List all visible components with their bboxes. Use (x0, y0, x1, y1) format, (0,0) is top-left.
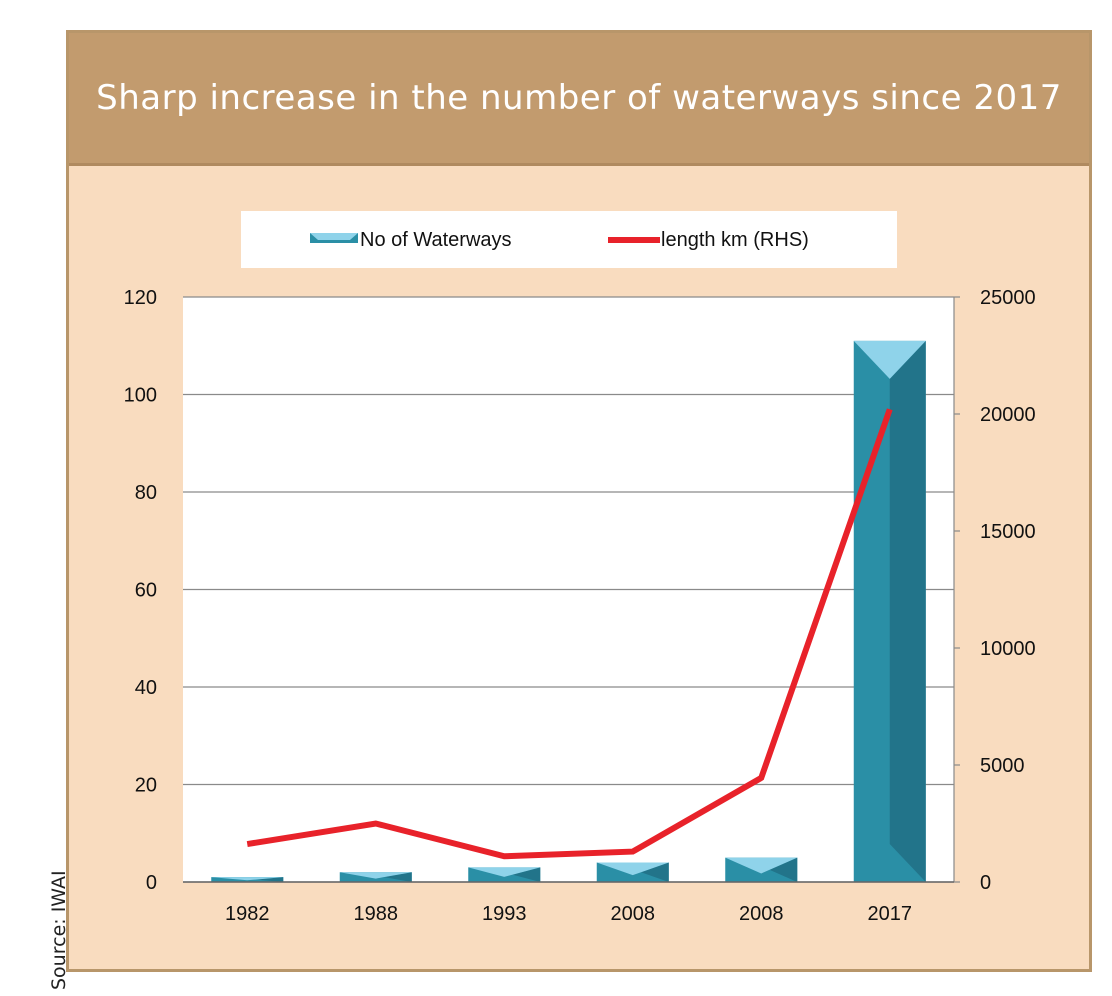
chart-title: Sharp increase in the number of waterway… (96, 78, 1062, 118)
y-right-tick-label: 25000 (980, 287, 1036, 309)
bar (339, 872, 412, 882)
y-right-tick-label: 20000 (980, 404, 1036, 426)
bar-top-face (211, 877, 284, 881)
y-left-tick-label: 100 (124, 385, 157, 407)
legend-item-bars: No of Waterways (310, 229, 512, 251)
y-right-tick-label: 15000 (980, 521, 1036, 543)
bar-side-face (761, 857, 798, 882)
x-tick-label: 1988 (354, 903, 399, 925)
bar-side-face (889, 340, 926, 882)
chart-header: Sharp increase in the number of waterway… (69, 33, 1089, 166)
x-tick-label: 2008 (611, 903, 656, 925)
bar (853, 340, 926, 882)
bar-side-face (632, 862, 669, 882)
bar-side-face (247, 877, 284, 882)
bar (211, 877, 284, 882)
y-left-tick-label: 80 (135, 482, 157, 504)
y-left-tick-label: 0 (146, 872, 157, 894)
y-left-tick-label: 120 (124, 287, 157, 309)
legend-swatch-bar-top (310, 233, 358, 240)
bar-top-face (339, 872, 412, 879)
y-left-tick-label: 40 (135, 677, 157, 699)
bar-top-face (853, 340, 926, 379)
x-tick-label: 2017 (868, 903, 913, 925)
legend-label-line: length km (RHS) (661, 229, 809, 251)
bar (596, 862, 669, 882)
legend-item-line: length km (RHS) (608, 229, 809, 251)
bar (468, 867, 541, 882)
x-tick-label: 2008 (739, 903, 784, 925)
y-right-tick-label: 5000 (980, 755, 1025, 777)
bar-side-face (375, 872, 412, 882)
y-left-tick-label: 20 (135, 775, 157, 797)
line-series-length (246, 408, 893, 860)
y-left-tick-label: 60 (135, 580, 157, 602)
x-tick-label: 1982 (225, 903, 270, 925)
bar-side-face (504, 867, 541, 882)
bar (725, 857, 798, 882)
bar-top-face (468, 867, 541, 877)
y-right-tick-label: 10000 (980, 638, 1036, 660)
x-tick-label: 1993 (482, 903, 527, 925)
bar-top-face (725, 857, 798, 874)
y-right-tick-label: 0 (980, 872, 991, 894)
legend-label-bars: No of Waterways (360, 229, 512, 251)
bar-top-face (596, 862, 669, 876)
